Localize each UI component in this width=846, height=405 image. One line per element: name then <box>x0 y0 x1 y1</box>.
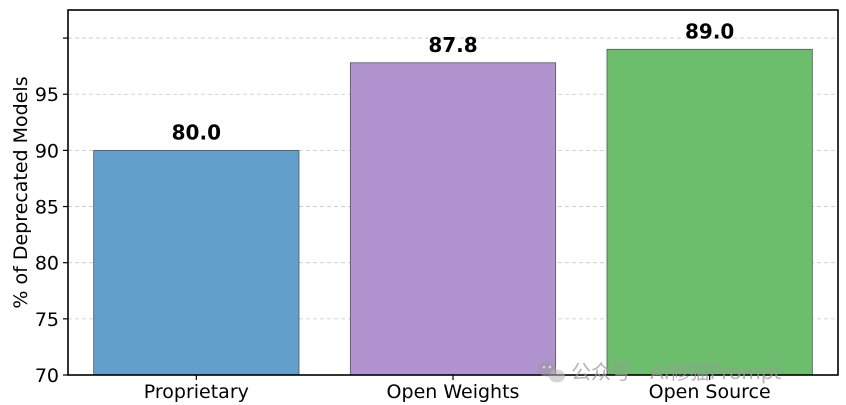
watermark-text: 公众号 · AI修猫Prompt <box>571 360 782 384</box>
x-tick-label: Open Weights <box>387 381 520 403</box>
watermark: 公众号 · AI修猫Prompt <box>538 360 782 384</box>
bar-open-weights <box>349 62 557 376</box>
data-labels: 80.0 87.8 89.0 <box>172 19 735 144</box>
bar-value-label: 80.0 <box>172 120 221 144</box>
wechat-icon <box>538 361 565 383</box>
bar-open-source <box>606 48 813 376</box>
x-tick-label: Open Source <box>649 381 771 403</box>
y-tick-label: 70 <box>35 365 59 387</box>
bar-value-label: 89.0 <box>685 19 734 43</box>
bar-proprietary <box>93 149 300 376</box>
x-tick-label: Proprietary <box>144 381 249 403</box>
y-axis-label: % of Deprecated Models <box>10 76 32 308</box>
bar-value-label: 87.8 <box>428 33 477 57</box>
y-tick-label: 95 <box>35 84 59 106</box>
y-tick-label: 85 <box>35 197 59 219</box>
y-tick-label: 90 <box>35 140 59 162</box>
bars <box>93 48 813 376</box>
y-axis: 70 75 80 85 90 95 <box>35 37 68 387</box>
y-tick-label: 80 <box>35 253 59 275</box>
x-axis: Proprietary Open Weights Open Source <box>144 375 771 403</box>
y-tick-label: 75 <box>35 309 59 331</box>
